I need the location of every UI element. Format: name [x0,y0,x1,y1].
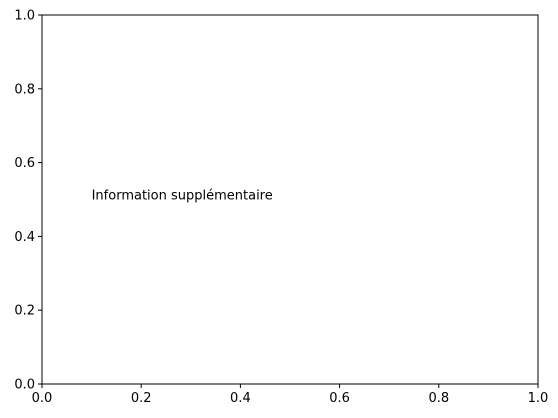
x-tick-label: 1.0 [528,391,549,406]
y-tick-label: 0.6 [14,156,35,171]
y-tick-label: 0.4 [14,230,35,245]
x-axis: 0.0 0.2 0.4 0.6 0.8 1.0 [32,384,549,406]
x-tick-label: 0.8 [428,391,449,406]
y-tick-label: 0.8 [14,82,35,97]
y-axis: 0.0 0.2 0.4 0.6 0.8 1.0 [14,9,42,393]
y-tick-label: 0.0 [14,378,35,393]
y-tick-label: 0.2 [14,304,35,319]
y-tick-label: 1.0 [14,9,35,24]
annotations: Information supplémentaire [92,189,273,204]
plot-area [41,14,539,385]
x-tick-label: 0.6 [329,391,350,406]
annotation-text: Information supplémentaire [92,189,273,204]
x-tick-label: 0.2 [131,391,152,406]
x-tick-label: 0.0 [32,391,53,406]
x-tick-label: 0.4 [230,391,251,406]
